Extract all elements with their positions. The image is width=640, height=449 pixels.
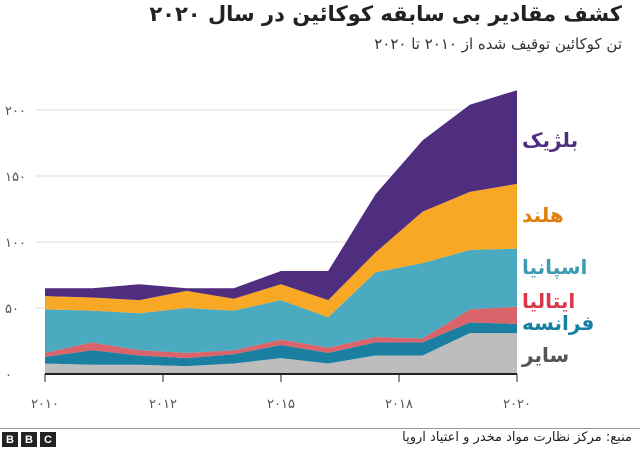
x-tick-label: ۲۰۱۰	[31, 397, 59, 412]
footer-divider	[0, 428, 640, 429]
series-label: اسپانیا	[522, 255, 587, 280]
x-tick-label: ۲۰۱۸	[385, 397, 413, 412]
area-series-3	[45, 248, 517, 353]
y-tick-label: ۵۰	[5, 302, 19, 317]
area-series-5	[45, 90, 517, 301]
area-series-1	[45, 322, 517, 367]
logo-letter: B	[21, 432, 37, 447]
x-tick-label: ۲۰۲۰	[503, 397, 531, 412]
area-series-4	[45, 183, 517, 318]
series-label: ایتالیا	[522, 289, 575, 313]
chart-title: کشف مقادیر بی سابقه کوکائین در سال ۲۰۲۰	[149, 2, 622, 26]
logo-letter: B	[2, 432, 18, 447]
series-label: فرانسه	[522, 311, 594, 335]
y-tick-label: ۱۵۰	[5, 170, 26, 185]
stacked-area-chart: ۰ ۵۰ ۱۰۰ ۱۵۰ ۲۰۰ ۲۰۱۰ ۲۰۱۲ ۲۰۱۵ ۲۰۱۸ ۲۰۲۰ سایر فرا…	[5, 90, 594, 412]
area-series-0	[45, 333, 517, 374]
x-tick-label: ۲۰۱۵	[267, 397, 295, 412]
bbc-logo: B B C	[2, 432, 56, 447]
series-label: هلند	[522, 203, 564, 227]
series-label: بلژیک	[522, 128, 578, 152]
y-tick-label: ۰	[5, 368, 12, 383]
chart-subtitle: تن کوکائین توقیف شده از ۲۰۱۰ تا ۲۰۲۰	[374, 35, 622, 53]
y-tick-label: ۲۰۰	[5, 104, 26, 119]
logo-letter: C	[40, 432, 56, 447]
y-tick-label: ۱۰۰	[5, 236, 26, 251]
source-note: منبع: مرکز نظارت مواد مخدر و اعتیاد اروپ…	[402, 430, 632, 445]
x-tick-label: ۲۰۱۲	[149, 397, 177, 412]
area-series-2	[45, 306, 517, 359]
series-label: سایر	[521, 343, 569, 367]
